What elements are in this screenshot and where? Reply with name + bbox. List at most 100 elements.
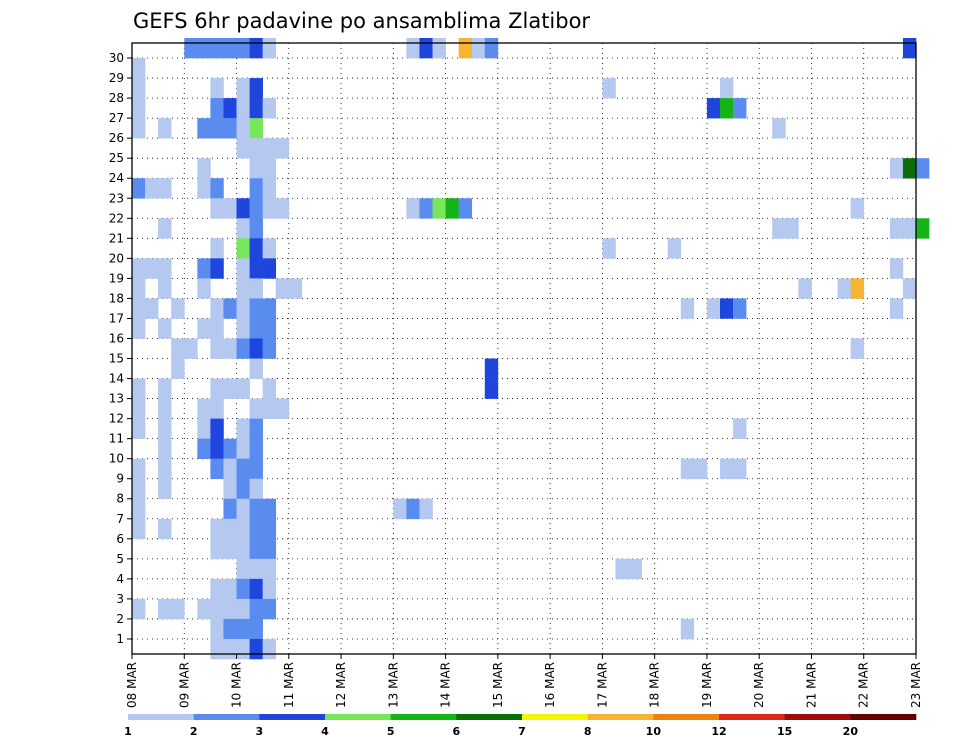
heatmap-cell: [720, 298, 734, 319]
heatmap-cell: [236, 118, 250, 139]
heatmap-cell: [249, 458, 263, 480]
heatmap-cell: [249, 438, 263, 459]
heatmap-cell: [432, 198, 446, 219]
heatmap-cell: [184, 338, 198, 359]
y-tick-label: 13: [109, 392, 124, 406]
heatmap-cell: [772, 218, 786, 239]
heatmap-cell: [132, 518, 146, 540]
heatmap-cell: [249, 238, 263, 259]
y-tick-label: 16: [109, 331, 124, 345]
plot-frame: [131, 42, 917, 655]
x-tick-label: 17 MAR: [595, 662, 609, 708]
heatmap-cell: [197, 278, 211, 299]
colorbar-label: 12: [711, 725, 726, 738]
colorbar-label: 2: [190, 725, 198, 738]
y-tick-label: 8: [116, 492, 124, 506]
heatmap-cell: [210, 178, 224, 199]
heatmap-cell: [132, 318, 146, 339]
heatmap-cell: [602, 238, 616, 259]
colorbar-label: 4: [321, 725, 329, 738]
heatmap-cell: [419, 498, 433, 520]
heatmap-cell: [158, 458, 172, 480]
heatmap-cell: [210, 198, 224, 219]
heatmap-cell: [184, 37, 198, 59]
y-tick-label: 1: [116, 632, 124, 646]
y-tick-label: 10: [109, 452, 124, 466]
heatmap-cell: [171, 298, 185, 319]
heatmap-cell: [223, 98, 237, 119]
heatmap-cell: [837, 278, 851, 299]
heatmap-cell: [210, 418, 224, 439]
heatmap-cell: [132, 498, 146, 520]
heatmap-cell: [628, 558, 642, 580]
heatmap-cell: [132, 78, 146, 99]
heatmap-cell: [772, 118, 786, 139]
heatmap-cell: [249, 618, 263, 640]
heatmap-cell: [406, 498, 420, 520]
colorbar-label: 3: [256, 725, 264, 738]
heatmap-cell: [145, 298, 159, 319]
heatmap-cell: [733, 98, 747, 119]
colorbar-segment: [653, 714, 720, 720]
heatmap-cell: [798, 278, 812, 299]
x-tick-label: 18 MAR: [648, 662, 662, 708]
heatmap-cell: [458, 198, 473, 219]
heatmap-cell: [680, 458, 695, 480]
heatmap-cell: [223, 478, 237, 500]
x-tick-label: 11 MAR: [282, 662, 296, 708]
x-tick-label: 16 MAR: [543, 662, 557, 708]
heatmap-cell: [132, 418, 146, 439]
heatmap-cell: [720, 98, 734, 119]
heatmap-cell: [902, 278, 917, 299]
heatmap-cell: [210, 258, 224, 279]
heatmap-cell: [680, 298, 695, 319]
heatmap-cell: [236, 498, 250, 520]
heatmap-cell: [210, 578, 224, 600]
heatmap-cell: [210, 78, 224, 99]
y-tick-label: 23: [109, 191, 124, 205]
heatmap-cell: [210, 638, 224, 660]
heatmap-cell: [249, 158, 263, 179]
heatmap-cell: [706, 298, 721, 319]
heatmap-cell: [902, 158, 917, 179]
heatmap-cell: [158, 278, 172, 299]
heatmap-cell: [249, 598, 263, 620]
heatmap-cell: [210, 238, 224, 259]
heatmap-cell: [210, 398, 224, 419]
heatmap-cell: [262, 398, 277, 419]
heatmap-cell: [406, 198, 420, 219]
heatmap-cell: [223, 378, 237, 399]
heatmap-cell: [197, 398, 211, 419]
heatmap-cell: [223, 498, 237, 520]
heatmap-cell: [197, 418, 211, 439]
colorbar-segment: [325, 714, 391, 720]
data-cells: [132, 37, 930, 660]
heatmap-cell: [850, 198, 865, 219]
heatmap-cell: [902, 218, 917, 239]
y-tick-label: 20: [109, 251, 124, 265]
heatmap-cell: [693, 458, 708, 480]
heatmap-cell: [236, 618, 250, 640]
colorbar-segment: [719, 714, 785, 720]
heatmap-cell: [249, 198, 263, 219]
heatmap-cell: [132, 378, 146, 399]
y-tick-label: 27: [109, 111, 124, 125]
heatmap-cell: [275, 138, 290, 159]
heatmap-cell: [197, 258, 211, 279]
heatmap-cell: [288, 278, 303, 299]
heatmap-cell: [210, 518, 224, 540]
heatmap-cell: [158, 318, 172, 339]
x-tick-label: 12 MAR: [334, 662, 348, 708]
heatmap-cell: [236, 458, 250, 480]
heatmap-cell: [236, 298, 250, 319]
heatmap-cell: [236, 638, 250, 660]
heatmap-cell: [236, 538, 250, 560]
colorbar-label: 15: [777, 725, 792, 738]
heatmap-cell: [889, 258, 904, 279]
heatmap-cell: [850, 278, 865, 299]
heatmap-cell: [158, 118, 172, 139]
heatmap-cell: [158, 378, 172, 399]
heatmap-cell: [249, 258, 263, 279]
heatmap-cell: [733, 298, 747, 319]
